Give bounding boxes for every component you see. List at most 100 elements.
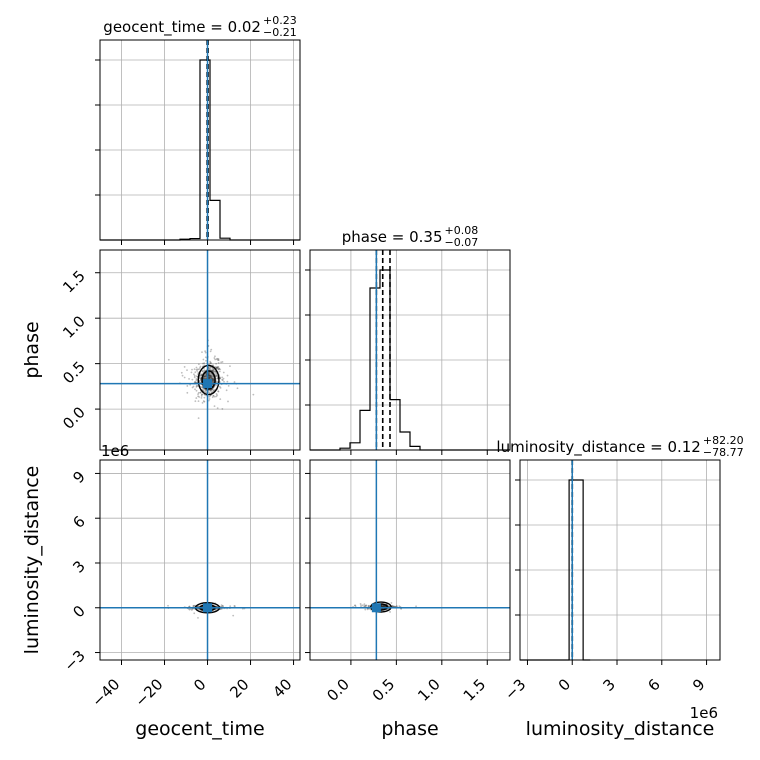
sample-point <box>365 604 367 607</box>
sample-point <box>199 391 202 394</box>
sample-point <box>366 608 369 611</box>
truth-marker <box>203 603 213 613</box>
sample-point <box>208 377 210 379</box>
sample-point <box>217 390 220 393</box>
sample-point <box>193 612 196 615</box>
sample-point <box>208 374 211 376</box>
y-axis-label: luminosity_distance <box>21 466 43 655</box>
panel-phase-phase <box>310 250 510 450</box>
sample-point <box>218 368 220 371</box>
sample-point <box>203 375 206 378</box>
sample-point <box>382 604 385 607</box>
sample-point <box>217 366 220 368</box>
sample-point <box>210 376 212 379</box>
sample-point <box>222 377 225 380</box>
panel-phase-geocent_time <box>100 250 300 450</box>
axes-frame <box>99 249 301 451</box>
sample-point <box>192 605 195 607</box>
sample-point <box>186 385 189 387</box>
sample-point <box>205 359 207 362</box>
title-main: phase = 0.35 <box>342 228 443 246</box>
sample-point <box>193 374 196 377</box>
sample-point <box>381 605 384 608</box>
x-tick-label: 20 <box>226 675 252 701</box>
sample-point <box>364 608 367 611</box>
sample-point <box>197 608 200 610</box>
sample-point <box>188 605 191 608</box>
sample-point <box>201 370 204 373</box>
sample-point <box>252 393 255 396</box>
sample-point <box>221 376 224 379</box>
sample-point <box>381 605 384 608</box>
sample-point <box>391 604 394 607</box>
sample-point <box>192 385 195 388</box>
sample-point <box>210 375 213 377</box>
sample-point <box>201 393 203 396</box>
sample-point <box>221 361 224 363</box>
sample-point <box>208 377 210 379</box>
sample-point <box>215 367 218 369</box>
sample-point <box>201 393 203 396</box>
sample-point <box>360 604 362 607</box>
y-tick-label: 0.0 <box>59 403 89 433</box>
sample-point <box>209 366 212 369</box>
x-tick-label: 9 <box>689 675 708 694</box>
sample-point <box>215 384 217 387</box>
sample-point <box>200 397 203 399</box>
truth-marker <box>203 379 213 389</box>
sample-point <box>211 396 214 399</box>
x-tick-label: −3 <box>501 675 529 703</box>
sample-point <box>221 605 224 607</box>
sample-point <box>227 385 230 387</box>
sample-point <box>194 400 197 403</box>
sample-point <box>217 359 220 361</box>
sample-point <box>195 389 198 392</box>
sample-point <box>204 350 206 353</box>
sample-point <box>199 374 202 377</box>
title-upper-error: +82.20 <box>703 434 744 447</box>
sample-point <box>221 379 224 382</box>
panel-title-geocent_time: geocent_time = 0.02 +0.23−0.21 <box>103 14 296 39</box>
sample-point <box>213 369 215 372</box>
sample-point <box>209 350 212 353</box>
sample-point <box>390 602 393 604</box>
sample-point <box>197 417 200 420</box>
y-tick-label: 6 <box>69 512 88 531</box>
sample-point <box>209 361 212 364</box>
sample-point <box>216 367 218 370</box>
sample-point <box>210 377 212 379</box>
sample-point <box>221 378 224 381</box>
sample-point <box>208 367 210 370</box>
sample-point <box>208 376 211 379</box>
sample-point <box>191 368 193 371</box>
x-tick-label: −20 <box>131 675 166 710</box>
sample-point <box>201 351 203 354</box>
axes-frame <box>309 249 511 451</box>
sample-point <box>209 389 212 392</box>
y-axis-label: phase <box>21 321 43 378</box>
x-tick-label: 6 <box>644 675 663 694</box>
sample-point <box>208 372 211 375</box>
sample-point <box>214 370 217 373</box>
sample-point <box>203 377 205 380</box>
sample-point <box>381 604 383 607</box>
y-tick-label: 0.5 <box>59 358 89 388</box>
sample-point <box>191 386 194 389</box>
sample-point <box>205 389 207 392</box>
sample-point <box>200 378 202 381</box>
sample-point <box>363 604 366 607</box>
sample-point <box>197 605 200 607</box>
sample-point <box>211 369 213 372</box>
sample-point <box>197 391 200 394</box>
sample-point <box>210 348 213 351</box>
sample-point <box>380 604 383 607</box>
sample-point <box>193 376 196 379</box>
sample-point <box>202 377 205 379</box>
sample-point <box>361 604 364 607</box>
sample-point <box>219 377 222 380</box>
sample-point <box>200 374 203 376</box>
sample-point <box>365 604 368 607</box>
axes-frame <box>519 459 721 661</box>
sample-point <box>193 373 195 376</box>
sample-point <box>212 369 215 371</box>
